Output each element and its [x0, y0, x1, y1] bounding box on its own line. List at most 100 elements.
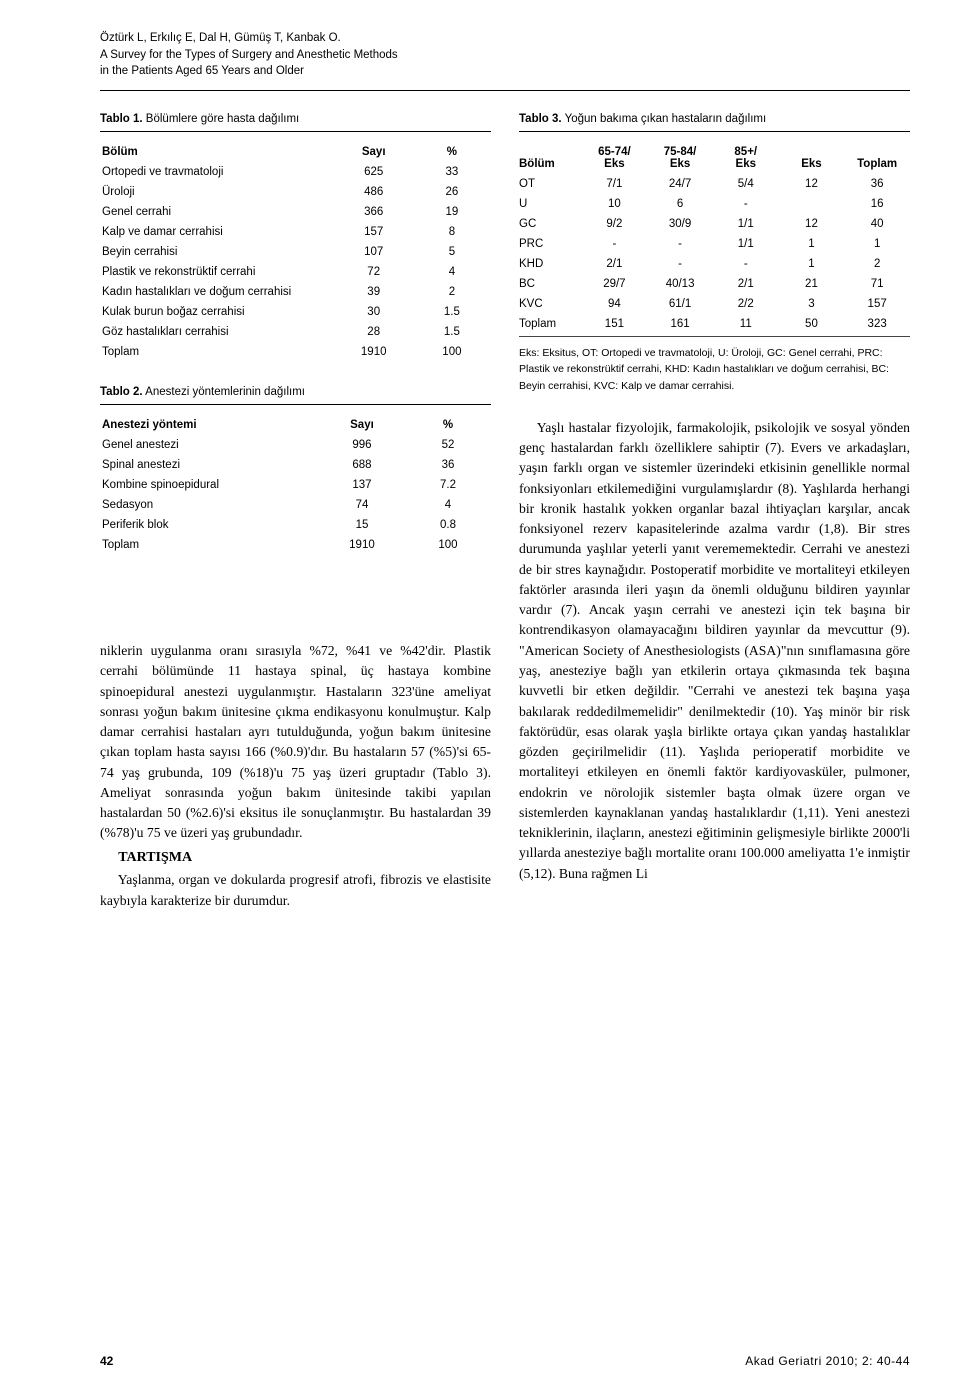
- table-cell: 30: [335, 302, 413, 322]
- t3h3a: 85+/: [713, 142, 779, 158]
- table-cell: 625: [335, 162, 413, 182]
- table-cell: Kalp ve damar cerrahisi: [100, 222, 335, 242]
- t3h0b: Bölüm: [519, 158, 582, 174]
- right-p: Yaşlı hastalar fizyolojik, farmakolojik,…: [519, 418, 910, 884]
- table-cell: -: [647, 234, 713, 254]
- table-cell: 107: [335, 242, 413, 262]
- left-p1: niklerin uygulanma oranı sırasıyla %72, …: [100, 641, 491, 844]
- t3h3b: Eks: [713, 158, 779, 174]
- table-cell: [779, 194, 845, 214]
- table-cell: 7.2: [405, 475, 491, 495]
- table-cell: Spinal anestezi: [100, 455, 319, 475]
- t3h1a: 65-74/: [582, 142, 648, 158]
- table2-title-rest: Anestezi yöntemlerinin dağılımı: [143, 386, 305, 398]
- right-body: Yaşlı hastalar fizyolojik, farmakolojik,…: [519, 418, 910, 884]
- table-row: BC29/740/132/12171: [519, 274, 910, 294]
- left-p2: Yaşlanma, organ ve dokularda progresif a…: [100, 870, 491, 911]
- table-row: Spinal anestezi68836: [100, 455, 491, 475]
- table-cell: GC: [519, 214, 582, 234]
- table-row: Toplam1910100: [100, 535, 491, 555]
- header-authors: Öztürk L, Erkılıç E, Dal H, Gümüş T, Kan…: [100, 30, 910, 47]
- table-cell: 100: [405, 535, 491, 555]
- table-cell: 12: [779, 174, 845, 194]
- table-cell: 4: [405, 495, 491, 515]
- table2: Anestezi yöntemi Sayı % Genel anestezi99…: [100, 415, 491, 555]
- table-cell: 50: [779, 314, 845, 334]
- table-cell: 151: [582, 314, 648, 334]
- table-cell: 100: [413, 342, 491, 362]
- table2-title-bold: Tablo 2.: [100, 386, 143, 398]
- table3-block: Tablo 3. Yoğun bakıma çıkan hastaların d…: [519, 113, 910, 394]
- table-row: Toplam1910100: [100, 342, 491, 362]
- t3h2a: 75-84/: [647, 142, 713, 158]
- table-cell: -: [647, 254, 713, 274]
- table-row: Kadın hastalıkları ve doğum cerrahisi392: [100, 282, 491, 302]
- table-cell: 486: [335, 182, 413, 202]
- table3: 65-74/ 75-84/ 85+/ Bölüm Eks Eks Eks Eks: [519, 142, 910, 334]
- table3-title-rest: Yoğun bakıma çıkan hastaların dağılımı: [562, 113, 767, 125]
- table-cell: 94: [582, 294, 648, 314]
- table-cell: 61/1: [647, 294, 713, 314]
- table-row: GC9/230/91/11240: [519, 214, 910, 234]
- table-cell: 1: [779, 254, 845, 274]
- table-cell: Beyin cerrahisi: [100, 242, 335, 262]
- header-rule: [100, 90, 910, 91]
- table-cell: 71: [844, 274, 910, 294]
- table1-block: Tablo 1. Bölümlere göre hasta dağılımı B…: [100, 113, 491, 362]
- table3-rule: [519, 336, 910, 337]
- table-cell: 15: [319, 515, 405, 535]
- table-cell: 24/7: [647, 174, 713, 194]
- table-cell: 161: [647, 314, 713, 334]
- t3h0a: [519, 142, 582, 158]
- table-cell: Sedasyon: [100, 495, 319, 515]
- table-cell: Toplam: [519, 314, 582, 334]
- table-cell: 36: [844, 174, 910, 194]
- table-cell: 28: [335, 322, 413, 342]
- page-number: 42: [100, 1354, 113, 1368]
- table-cell: 39: [335, 282, 413, 302]
- table-row: Periferik blok150.8: [100, 515, 491, 535]
- left-body: niklerin uygulanma oranı sırasıyla %72, …: [100, 641, 491, 911]
- table-cell: 157: [844, 294, 910, 314]
- table-cell: 1.5: [413, 302, 491, 322]
- table-row: Üroloji48626: [100, 182, 491, 202]
- table-cell: Kombine spinoepidural: [100, 475, 319, 495]
- table-cell: -: [713, 254, 779, 274]
- t3h1b: Eks: [582, 158, 648, 174]
- header-title-2: in the Patients Aged 65 Years and Older: [100, 63, 910, 80]
- table2-h0: Anestezi yöntemi: [100, 415, 319, 435]
- table-cell: 72: [335, 262, 413, 282]
- running-header: Öztürk L, Erkılıç E, Dal H, Gümüş T, Kan…: [100, 30, 910, 80]
- table-cell: 21: [779, 274, 845, 294]
- table-row: Genel anestezi99652: [100, 435, 491, 455]
- table-row: PRC--1/111: [519, 234, 910, 254]
- table3-title-bold: Tablo 3.: [519, 113, 562, 125]
- table-cell: 1910: [335, 342, 413, 362]
- table-cell: 36: [405, 455, 491, 475]
- table-cell: 157: [335, 222, 413, 242]
- table-cell: 33: [413, 162, 491, 182]
- table-cell: 2: [844, 254, 910, 274]
- table-cell: 29/7: [582, 274, 648, 294]
- table-cell: 688: [319, 455, 405, 475]
- table-cell: Genel anestezi: [100, 435, 319, 455]
- table-row: Göz hastalıkları cerrahisi281.5: [100, 322, 491, 342]
- table-cell: -: [582, 234, 648, 254]
- table-cell: 1.5: [413, 322, 491, 342]
- page-footer: 42 Akad Geriatri 2010; 2: 40-44: [100, 1354, 910, 1368]
- table-row: Kulak burun boğaz cerrahisi301.5: [100, 302, 491, 322]
- table-cell: 11: [713, 314, 779, 334]
- table1-h0: Bölüm: [100, 142, 335, 162]
- table-cell: 12: [779, 214, 845, 234]
- table-row: Kombine spinoepidural1377.2: [100, 475, 491, 495]
- table-row: KVC9461/12/23157: [519, 294, 910, 314]
- table-row: Beyin cerrahisi1075: [100, 242, 491, 262]
- table-row: OT7/124/75/41236: [519, 174, 910, 194]
- table-cell: Göz hastalıkları cerrahisi: [100, 322, 335, 342]
- table-cell: 16: [844, 194, 910, 214]
- table1: Bölüm Sayı % Ortopedi ve travmatoloji625…: [100, 142, 491, 362]
- table-row: Ortopedi ve travmatoloji62533: [100, 162, 491, 182]
- table-cell: BC: [519, 274, 582, 294]
- table-cell: 6: [647, 194, 713, 214]
- table-cell: 30/9: [647, 214, 713, 234]
